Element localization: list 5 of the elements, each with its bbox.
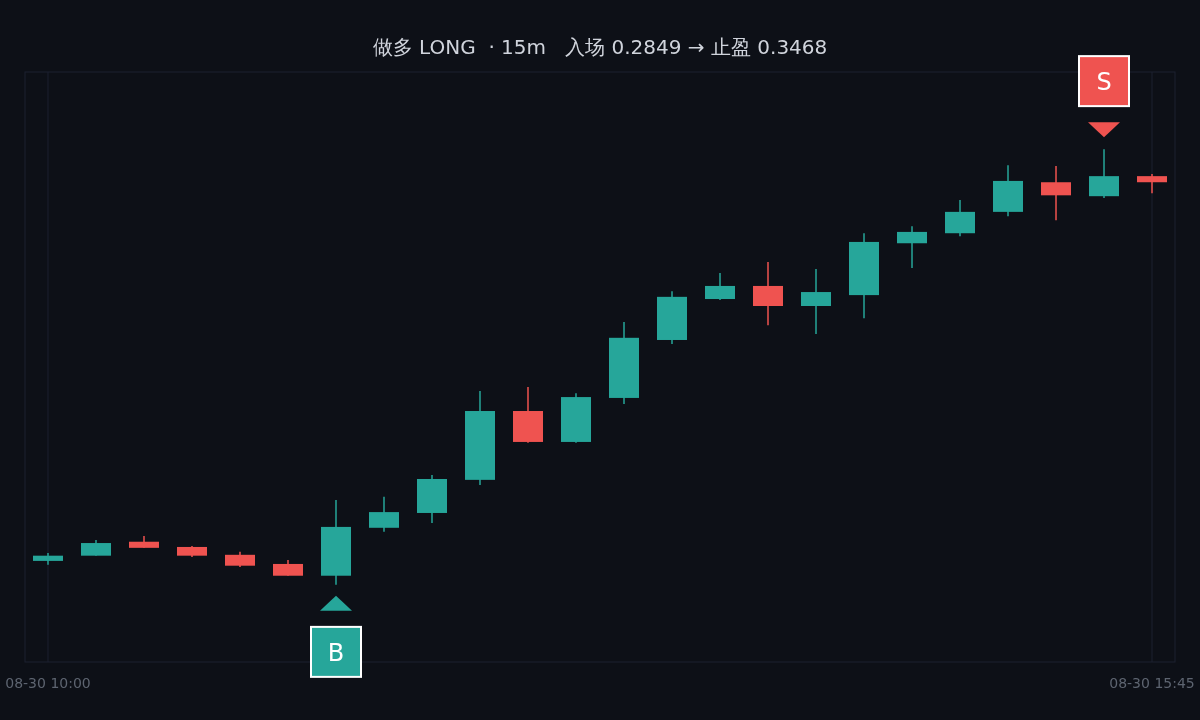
annotation: S [1078, 55, 1130, 138]
x-tick-label: 08-30 15:45 [1109, 675, 1195, 691]
chart-title: 做多 LONG · 15m 入场 0.2849 → 止盈 0.3468 [372, 35, 828, 59]
x-tick-label: 08-30 10:00 [5, 675, 91, 691]
annotation: B [310, 595, 362, 678]
